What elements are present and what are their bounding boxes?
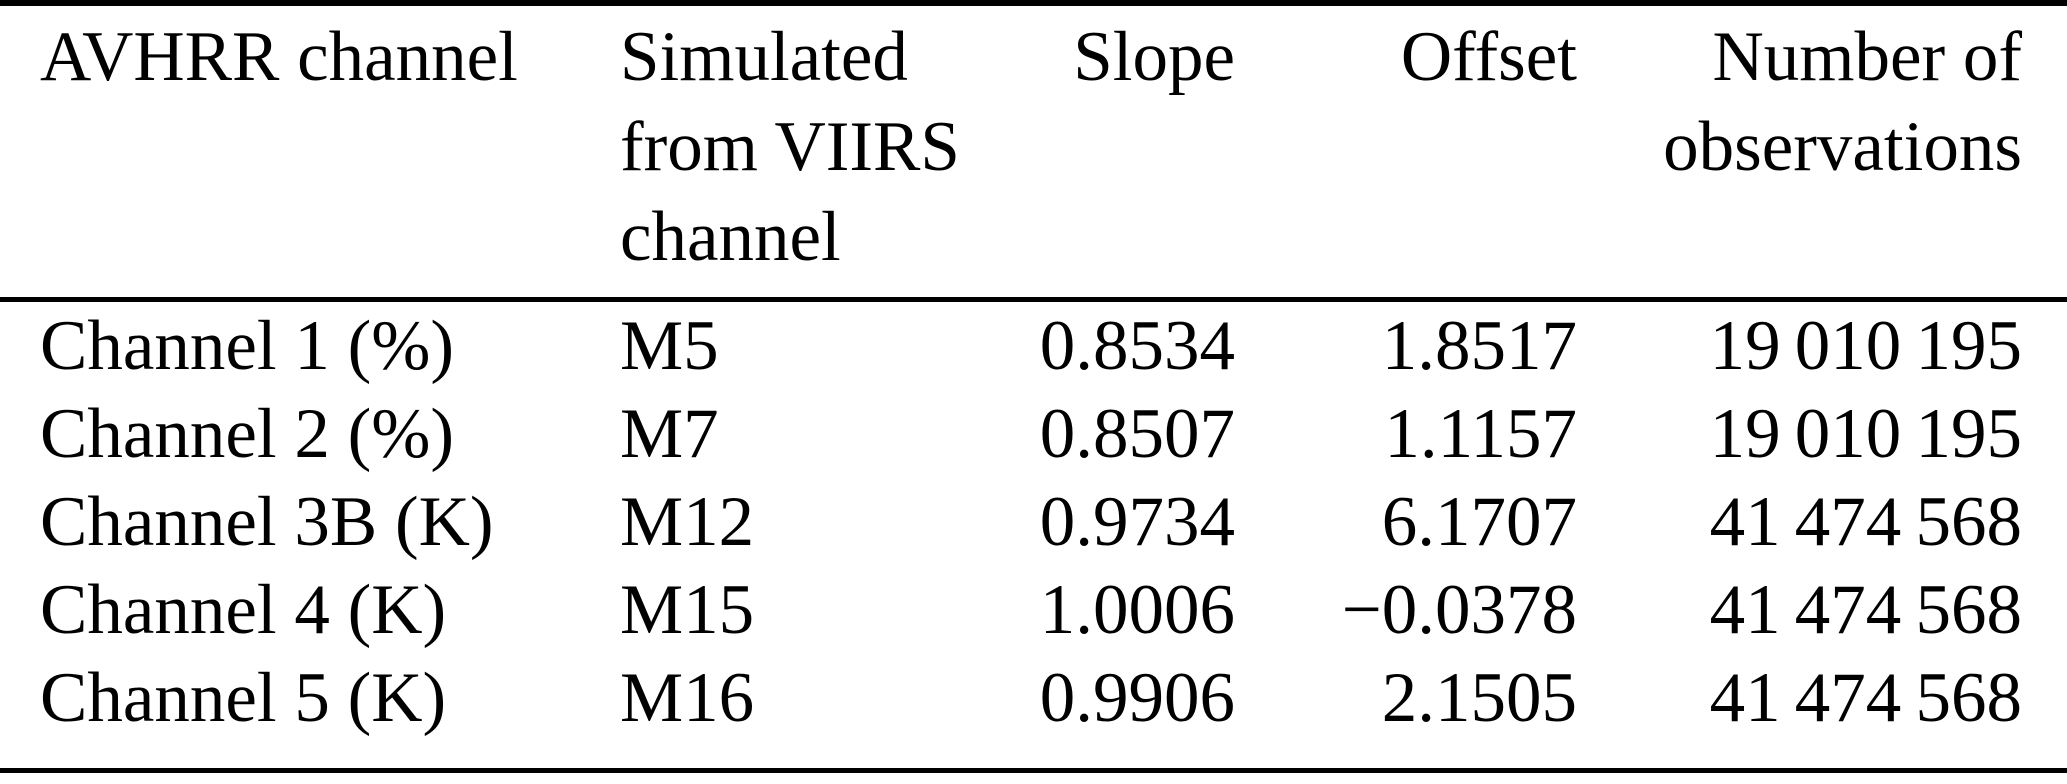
header-num-observations: Number of observations	[1577, 3, 2067, 302]
cell-viirs-channel: M5	[620, 306, 719, 385]
cell-slope: 1.0006	[1039, 570, 1235, 649]
cell-viirs-channel: M7	[620, 394, 719, 473]
cell-observations: 19 010 195	[1709, 306, 2022, 385]
table-row: Channel 4 (K) M15 1.0006 −0.0378 41 474 …	[0, 566, 2067, 654]
cell-offset: 2.1505	[1381, 658, 1577, 737]
table-row: Channel 2 (%) M7 0.8507 1.1157 19 010 19…	[0, 390, 2067, 478]
table-row: Channel 1 (%) M5 0.8534 1.8517 19 010 19…	[0, 299, 2067, 390]
table-row: Channel 5 (K) M16 0.9906 2.1505 41 474 5…	[0, 654, 2067, 771]
cell-observations: 41 474 568	[1709, 658, 2022, 737]
cell-offset: 1.1157	[1384, 394, 1577, 473]
table-row: Channel 3B (K) M12 0.9734 6.1707 41 474 …	[0, 478, 2067, 566]
cell-avhrr-channel: Channel 3B (K)	[40, 482, 494, 561]
header-offset: Offset	[1235, 3, 1577, 302]
cell-avhrr-channel: Channel 2 (%)	[40, 394, 455, 473]
cell-slope: 0.9734	[1039, 482, 1235, 561]
cell-avhrr-channel: Channel 4 (K)	[40, 570, 447, 649]
cell-observations: 19 010 195	[1709, 394, 2022, 473]
cell-avhrr-channel: Channel 1 (%)	[40, 306, 455, 385]
header-simulated-viirs: Simulated from VIIRS channel	[580, 3, 995, 302]
cell-offset: 6.1707	[1381, 482, 1577, 561]
cell-slope: 0.8534	[1039, 306, 1235, 385]
cell-observations: 41 474 568	[1709, 570, 2022, 649]
cell-viirs-channel: M16	[620, 658, 755, 737]
header-avhrr-channel: AVHRR channel	[0, 3, 580, 302]
cell-viirs-channel: M15	[620, 570, 755, 649]
cell-offset: −0.0378	[1341, 570, 1577, 649]
cell-avhrr-channel: Channel 5 (K)	[40, 658, 447, 737]
header-slope: Slope	[995, 3, 1235, 302]
cell-offset: 1.8517	[1381, 306, 1577, 385]
cell-slope: 0.9906	[1039, 658, 1235, 737]
cell-observations: 41 474 568	[1709, 482, 2022, 561]
table-header-row: AVHRR channel Simulated from VIIRS chann…	[0, 3, 2067, 302]
cell-slope: 0.8507	[1039, 394, 1235, 473]
cell-viirs-channel: M12	[620, 482, 755, 561]
